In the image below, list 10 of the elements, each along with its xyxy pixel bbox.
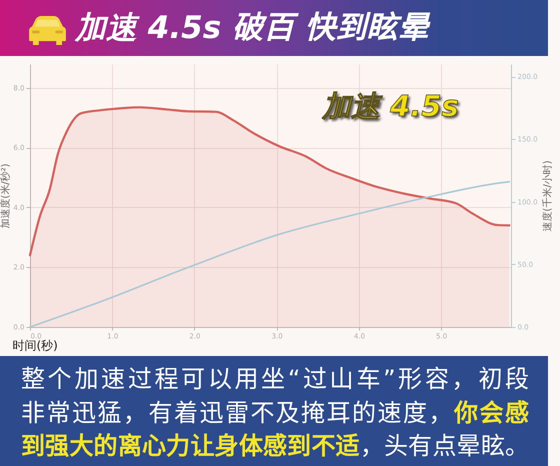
text: 你会感 <box>454 398 530 426</box>
y2-axis-title: 速度(千米/小时) <box>542 160 554 232</box>
text: ，头有点晕眩。 <box>360 432 530 460</box>
text: 到强大的离心力让身体感到不适 <box>21 432 360 460</box>
text: 整个加速过程可以用坐“过山车”形容，初段 <box>21 365 529 393</box>
x-axis-title: 时间(秒) <box>12 338 58 352</box>
annotation: 加速 4.5s <box>322 88 459 125</box>
y-axis-title: 加速度(米/秒²) <box>0 163 12 229</box>
chart-title: 加速 4.5s 破百 快到眩晕 <box>75 9 429 48</box>
text: 非常迅猛，有着迅雷不及掩耳的速度， <box>21 398 454 426</box>
